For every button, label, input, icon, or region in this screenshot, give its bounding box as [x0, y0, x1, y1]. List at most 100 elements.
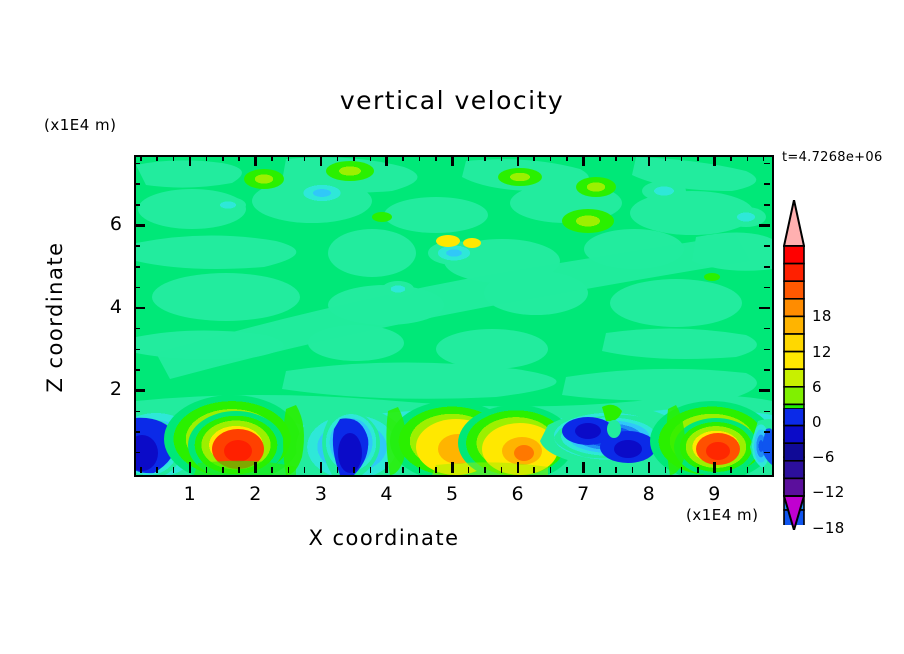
tick-mark: [764, 327, 770, 330]
tick-mark: [533, 467, 535, 473]
tick-mark: [134, 183, 140, 185]
tick-mark: [533, 155, 535, 161]
tick-mark: [134, 348, 140, 351]
x-tick-label: 6: [511, 483, 524, 505]
colorbar-tick-label: 6: [812, 377, 822, 396]
y-axis-title: Z coordinate: [43, 241, 67, 393]
tick-mark: [319, 462, 323, 473]
tick-mark: [566, 155, 568, 161]
x-tick-label: 8: [642, 483, 655, 505]
tick-mark: [435, 155, 437, 161]
x-tick-label: 7: [577, 483, 590, 505]
page-title: vertical velocity: [339, 86, 565, 115]
tick-mark: [369, 155, 372, 161]
tick-mark: [254, 462, 257, 473]
tick-mark: [134, 224, 145, 227]
tick-mark: [134, 204, 140, 206]
x-axis-title: X coordinate: [308, 526, 460, 550]
tick-mark: [319, 155, 323, 166]
tick-mark: [418, 155, 421, 161]
tick-mark: [764, 348, 770, 351]
x-tick-label: 4: [380, 483, 393, 505]
tick-mark: [500, 467, 503, 473]
tick-mark: [730, 155, 732, 161]
tick-mark: [369, 467, 372, 473]
tick-mark: [764, 286, 770, 289]
tick-mark: [303, 155, 306, 161]
tick-mark: [134, 389, 145, 392]
tick-mark: [764, 183, 770, 185]
upper-cyan-cores: [210, 180, 766, 297]
tick-mark: [762, 467, 765, 473]
tick-mark: [140, 155, 142, 161]
tick-mark: [764, 245, 770, 247]
x-tick-label: 1: [183, 483, 196, 505]
tick-mark: [631, 467, 634, 473]
tick-mark: [762, 155, 765, 161]
tick-mark: [615, 155, 617, 161]
tick-mark: [500, 155, 503, 161]
tick-mark: [287, 155, 290, 161]
tick-mark: [549, 155, 552, 161]
tick-mark: [238, 467, 240, 473]
tick-mark: [516, 462, 520, 473]
tick-mark: [582, 155, 585, 166]
tick-mark: [435, 467, 437, 473]
colorbar-tick-label: −18: [812, 518, 845, 537]
tick-mark: [615, 467, 617, 473]
tick-mark: [680, 467, 683, 473]
tick-mark: [134, 451, 140, 454]
tick-mark: [172, 467, 175, 473]
tick-mark: [467, 467, 470, 473]
tick-mark: [402, 467, 404, 473]
tick-mark: [582, 462, 585, 473]
tick-mark: [599, 155, 601, 161]
tick-mark: [188, 155, 192, 166]
tick-mark: [172, 155, 175, 161]
tick-mark: [134, 245, 140, 247]
tick-mark: [764, 451, 770, 454]
tick-mark: [336, 155, 339, 161]
x-tick-label: 9: [708, 483, 721, 505]
tick-mark: [764, 162, 770, 165]
tick-mark: [713, 155, 716, 166]
x-tick-label: 5: [445, 483, 459, 505]
tick-mark: [516, 155, 520, 166]
tick-mark: [287, 467, 290, 473]
tick-mark: [353, 467, 355, 473]
tick-mark: [764, 431, 770, 433]
tick-mark: [134, 266, 140, 268]
colorbar-lower-swatches: [783, 408, 805, 530]
tick-mark: [764, 204, 770, 206]
tick-mark: [647, 462, 651, 473]
tick-mark: [484, 155, 486, 161]
y-axis-unit-label: (x1E4 m): [44, 116, 117, 134]
tick-mark: [156, 467, 158, 473]
tick-mark: [759, 389, 770, 392]
tick-mark: [467, 155, 470, 161]
tick-mark: [631, 155, 634, 161]
tick-mark: [746, 467, 749, 473]
contour-plot-area: [134, 155, 774, 477]
tick-mark: [254, 155, 257, 166]
tick-mark: [222, 155, 224, 161]
convective-cell-layer: [136, 395, 772, 475]
tick-mark: [353, 155, 355, 161]
colorbar-tick-label: 0: [812, 413, 822, 431]
tick-mark: [549, 467, 552, 473]
colorbar-tick-label: −6: [812, 448, 835, 467]
tick-mark: [385, 155, 388, 166]
tick-mark: [764, 410, 770, 413]
tick-mark: [451, 462, 454, 473]
tick-mark: [697, 155, 699, 161]
tick-mark: [759, 306, 770, 310]
tick-mark: [647, 155, 651, 166]
tick-mark: [599, 467, 601, 473]
tick-mark: [418, 467, 421, 473]
tick-mark: [134, 369, 140, 371]
tick-mark: [385, 462, 388, 473]
tick-mark: [134, 306, 145, 310]
tick-mark: [188, 462, 192, 473]
tick-mark: [484, 467, 486, 473]
